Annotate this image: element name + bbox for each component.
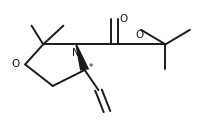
Text: O: O bbox=[136, 30, 144, 40]
Text: O: O bbox=[12, 60, 20, 69]
Text: N: N bbox=[72, 48, 80, 58]
Text: O: O bbox=[119, 14, 128, 24]
Polygon shape bbox=[75, 44, 89, 71]
Text: *: * bbox=[89, 63, 93, 72]
